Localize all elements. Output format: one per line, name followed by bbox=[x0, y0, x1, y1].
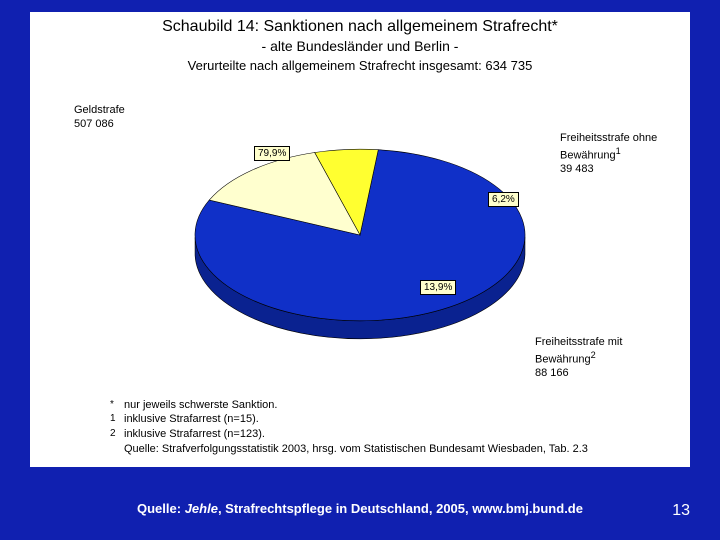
pct-label-2: 13,9% bbox=[420, 280, 456, 295]
source-prefix: Quelle: bbox=[137, 501, 185, 516]
footnote-mark: 1 bbox=[110, 412, 124, 426]
footnote-mark: 2 bbox=[110, 427, 124, 441]
footnote-source-text: Quelle: Strafverfolgungsstatistik 2003, … bbox=[124, 442, 664, 457]
footnote-source: Quelle: Strafverfolgungsstatistik 2003, … bbox=[110, 442, 664, 457]
footnote-text: inklusive Strafarrest (n=123). bbox=[124, 427, 664, 442]
slide-source: Quelle: Jehle, Strafrechtspflege in Deut… bbox=[0, 501, 720, 516]
footnotes: *nur jeweils schwerste Sanktion. 1inklus… bbox=[110, 398, 664, 457]
footnote-row: 1inklusive Strafarrest (n=15). bbox=[110, 412, 664, 427]
source-author: Jehle bbox=[185, 501, 218, 516]
slice-label-0: Geldstrafe507 086 bbox=[74, 104, 125, 132]
chart-panel: Schaubild 14: Sanktionen nach allgemeine… bbox=[30, 12, 690, 467]
page-number: 13 bbox=[672, 502, 690, 520]
footnote-row: 2inklusive Strafarrest (n=123). bbox=[110, 427, 664, 442]
slice-label-1: Freiheitsstrafe ohneBewährung139 483 bbox=[560, 132, 657, 177]
slice-label-2: Freiheitsstrafe mitBewährung288 166 bbox=[535, 336, 622, 381]
pct-label-1: 6,2% bbox=[488, 192, 519, 207]
footnote-text: nur jeweils schwerste Sanktion. bbox=[124, 398, 664, 413]
slide: Schaubild 14: Sanktionen nach allgemeine… bbox=[0, 0, 720, 540]
source-rest: , Strafrechtspflege in Deutschland, 2005… bbox=[218, 501, 583, 516]
footnote-mark: * bbox=[110, 398, 124, 412]
chart-totals: Verurteilte nach allgemeinem Strafrecht … bbox=[30, 58, 690, 73]
footnote-text: inklusive Strafarrest (n=15). bbox=[124, 412, 664, 427]
footnote-row: *nur jeweils schwerste Sanktion. bbox=[110, 398, 664, 413]
pct-label-0: 79,9% bbox=[254, 146, 290, 161]
chart-title: Schaubild 14: Sanktionen nach allgemeine… bbox=[30, 18, 690, 36]
chart-subtitle: - alte Bundesländer und Berlin - bbox=[30, 38, 690, 54]
